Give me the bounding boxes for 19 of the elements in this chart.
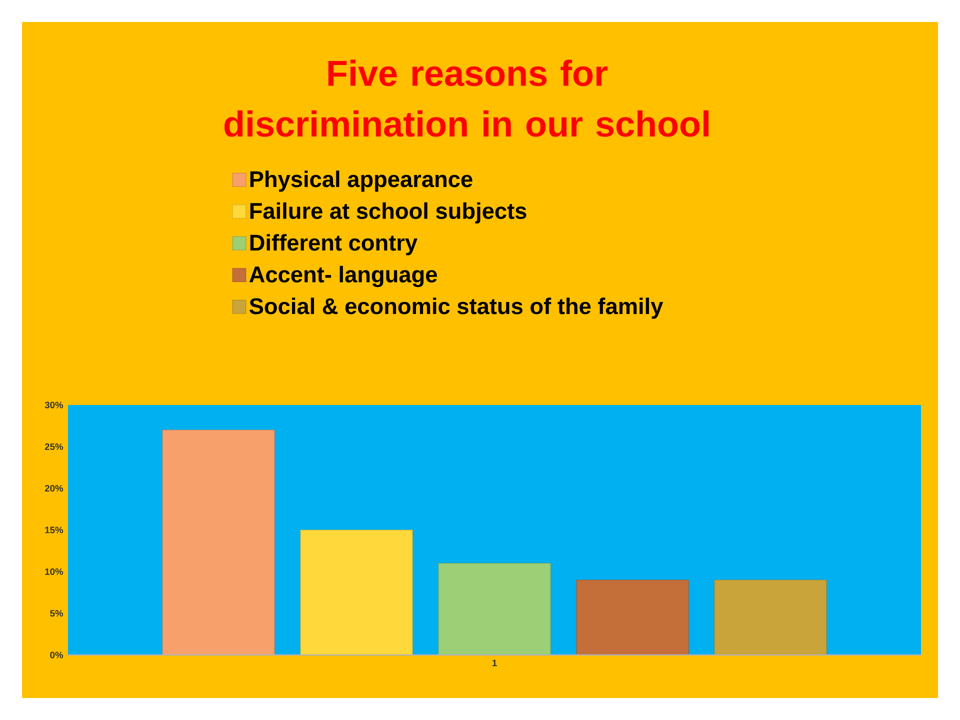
y-tick-label: 5%	[50, 610, 64, 617]
legend-label: Physical appearance	[250, 170, 472, 192]
y-tick-label: 15%	[45, 526, 64, 534]
bar	[162, 430, 275, 656]
x-tick-label: 1	[492, 660, 497, 666]
legend-label: Failure at school subjects	[250, 202, 526, 224]
y-tick-label: 10%	[45, 568, 64, 575]
y-tick-label: 0%	[50, 652, 64, 658]
bar	[300, 530, 413, 656]
legend-label: Social & economic status of the family	[249, 298, 664, 319]
legend-label: Different contry	[250, 234, 418, 256]
bar	[714, 580, 827, 656]
y-tick-label: 20%	[44, 485, 64, 492]
chart-title: Five reasons for discrimination in our school	[224, 60, 708, 137]
bar	[438, 563, 551, 656]
legend-label: Accent- language	[249, 266, 437, 288]
bar	[576, 580, 689, 656]
y-tick-label: 30%	[44, 402, 64, 408]
y-tick-label: 25%	[44, 443, 64, 450]
